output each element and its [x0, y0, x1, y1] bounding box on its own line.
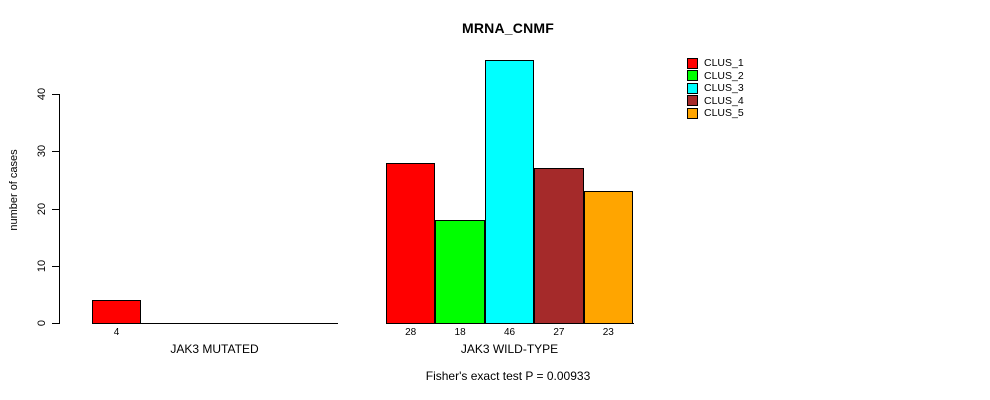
legend-swatch-icon	[687, 107, 698, 119]
bar-value-label: 18	[454, 327, 466, 338]
y-tick-label: 20	[36, 202, 48, 216]
legend-item: CLUS_1	[687, 57, 744, 70]
y-axis-tick	[52, 323, 59, 324]
legend-label: CLUS_5	[704, 107, 744, 119]
bar-value-label: 23	[602, 327, 614, 338]
y-axis-tick	[52, 266, 59, 267]
bar-value-label: 46	[503, 327, 516, 338]
y-axis-tick	[52, 94, 59, 95]
group-label: JAK3 WILD-TYPE	[460, 342, 559, 356]
chart-title: MRNA_CNMF	[461, 20, 555, 36]
legend-swatch-icon	[687, 95, 698, 107]
bar-value-label: 4	[113, 327, 120, 338]
legend-label: CLUS_2	[704, 69, 744, 82]
y-tick-label: 0	[36, 319, 48, 327]
legend-label: CLUS_1	[704, 57, 744, 69]
legend-item: CLUS_5	[687, 107, 744, 120]
fisher-test-annotation: Fisher's exact test P = 0.00933	[425, 369, 591, 383]
bar-clus_5	[584, 191, 633, 324]
y-tick-label: 10	[36, 259, 48, 273]
legend-swatch-icon	[687, 70, 698, 82]
bar-clus_2	[435, 220, 485, 324]
bar-clus_1	[92, 300, 141, 324]
bar-clus_4	[534, 168, 584, 324]
legend: CLUS_1 CLUS_2 CLUS_3 CLUS_4 CLUS_5	[687, 57, 744, 120]
group-label: JAK3 MUTATED	[170, 342, 259, 356]
legend-label: CLUS_4	[704, 94, 744, 107]
legend-item: CLUS_3	[687, 82, 744, 95]
y-axis-tick	[52, 209, 59, 210]
bar-clus_1	[386, 163, 435, 324]
bar-clus_3	[485, 60, 534, 324]
legend-swatch-icon	[687, 82, 698, 94]
legend-item: CLUS_2	[687, 70, 744, 83]
legend-label: CLUS_3	[704, 82, 744, 94]
bar-value-label: 27	[553, 327, 565, 338]
bar-value-label: 28	[405, 327, 417, 338]
y-axis-tick	[52, 151, 59, 152]
legend-swatch-icon	[687, 57, 698, 69]
y-tick-label: 40	[36, 87, 48, 101]
y-axis-line	[59, 94, 60, 324]
legend-item: CLUS_4	[687, 95, 744, 108]
y-tick-label: 30	[36, 144, 48, 158]
x-axis-baseline	[92, 323, 338, 324]
